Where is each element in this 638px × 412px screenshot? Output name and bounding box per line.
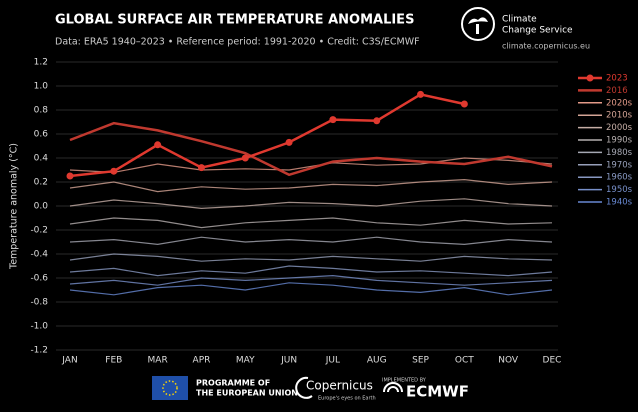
- logo-cloud: [468, 17, 488, 24]
- y-tick-label: -0.6: [30, 274, 48, 284]
- x-tick-label: APR: [193, 356, 211, 366]
- footer-text: PROGRAMME OF: [196, 379, 270, 388]
- logo: Climate Change Service climate.copernicu…: [461, 7, 590, 51]
- logo-thermometer: [476, 24, 479, 34]
- y-tick-label: -0.8: [30, 298, 48, 308]
- legend-label: 2000s: [606, 123, 633, 133]
- legend-label: 1940s: [606, 198, 633, 208]
- x-tick-label: JAN: [61, 356, 77, 366]
- legend-label: 2016: [606, 86, 628, 96]
- y-tick-label: -0.2: [30, 226, 48, 236]
- legend-label: 1970s: [606, 160, 633, 170]
- y-tick-label: -1.0: [30, 322, 48, 332]
- x-tick-label: OCT: [455, 356, 474, 366]
- series-line: [69, 217, 553, 229]
- data-point: [329, 116, 337, 124]
- x-tick-label: FEB: [105, 356, 122, 366]
- logo-text: Change Service: [502, 26, 573, 36]
- y-tick-label: 0.2: [34, 178, 48, 188]
- legend-label: 1960s: [606, 173, 633, 183]
- copernicus-mark: [295, 376, 313, 399]
- series-line: [69, 157, 553, 174]
- series-line: [69, 265, 553, 277]
- x-tick-label: AUG: [367, 356, 387, 366]
- series-line: [69, 178, 553, 193]
- logo-url: climate.copernicus.eu: [502, 42, 590, 51]
- data-point: [66, 172, 74, 180]
- x-tick-label: JUL: [325, 356, 340, 366]
- legend-label: 2010s: [606, 111, 633, 121]
- series-line: [69, 198, 553, 210]
- series-line: [69, 93, 465, 178]
- x-tick-label: DEC: [543, 356, 562, 366]
- x-tick-label: JUN: [280, 356, 297, 366]
- footer-text: ECMWF: [406, 383, 469, 401]
- y-tick-label: -1.2: [30, 346, 48, 356]
- x-tick-label: MAR: [148, 356, 168, 366]
- logo-text: Climate: [502, 15, 537, 25]
- series-line: [69, 121, 553, 177]
- series-line: [69, 274, 553, 286]
- x-tick-label: MAY: [236, 356, 255, 366]
- y-tick-label: -0.4: [30, 250, 48, 260]
- data-point: [241, 154, 249, 162]
- data-point: [197, 164, 205, 172]
- legend-label: 2020s: [606, 98, 633, 108]
- series-line: [69, 253, 553, 262]
- data-point: [285, 138, 293, 146]
- y-tick-label: 0.6: [34, 130, 49, 140]
- data-point: [460, 100, 468, 108]
- footer-text: Copernicus: [306, 379, 373, 393]
- data-point: [110, 167, 118, 175]
- footer-text: IMPLEMENTED BY: [382, 378, 427, 384]
- data-point: [373, 117, 381, 125]
- y-tick-label: 0.4: [34, 154, 49, 164]
- data-point: [154, 141, 162, 149]
- legend-label: 1950s: [606, 185, 633, 195]
- footer-text: THE EUROPEAN UNION: [196, 389, 298, 398]
- logo-ring: [461, 7, 495, 41]
- y-tick-label: 1.2: [34, 58, 48, 68]
- y-tick-label: 0.0: [34, 202, 49, 212]
- y-tick-label: 0.8: [34, 106, 49, 116]
- legend-label: 1980s: [606, 148, 633, 158]
- footer: PROGRAMME OF THE EUROPEAN UNION Copernic…: [152, 376, 469, 402]
- chart-title: GLOBAL SURFACE AIR TEMPERATURE ANOMALIES: [55, 13, 414, 28]
- eu-stars: [162, 380, 178, 396]
- chart-subtitle: Data: ERA5 1940–2023 • Reference period:…: [55, 37, 420, 48]
- series-line: [69, 236, 553, 246]
- x-tick-label: SEP: [412, 356, 429, 366]
- eu-flag: [152, 376, 188, 400]
- data-point: [417, 90, 425, 98]
- y-axis-label: Temperature anomaly (°C): [9, 143, 20, 270]
- footer-text: Europe's eyes on Earth: [318, 396, 376, 402]
- series-line: [69, 282, 553, 296]
- legend-marker: [586, 74, 594, 82]
- x-tick-label: NOV: [498, 356, 519, 366]
- ecmwf-mark: [383, 382, 403, 393]
- legend-label: 2023: [606, 74, 628, 84]
- legend-label: 1990s: [606, 136, 633, 146]
- y-tick-label: 1.0: [34, 82, 49, 92]
